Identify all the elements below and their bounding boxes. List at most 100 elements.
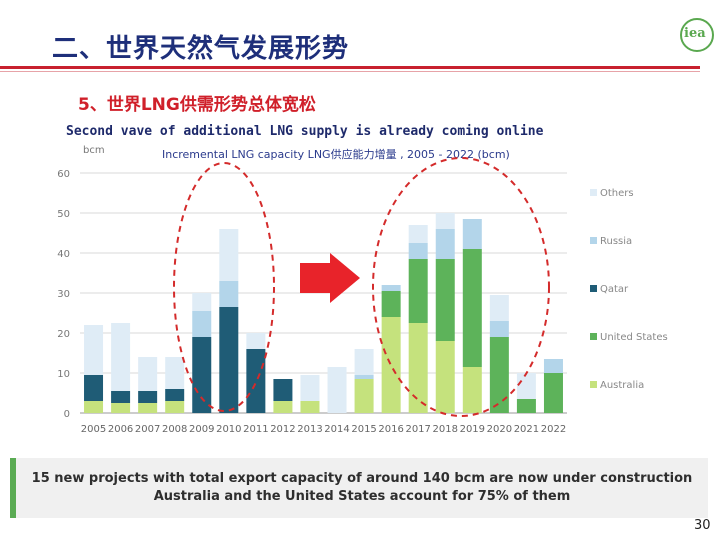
x-tick-label: 2013 xyxy=(297,424,322,435)
bar-segment xyxy=(489,295,509,321)
iea-logo: iea xyxy=(680,18,714,52)
footer-line-2: Australia and the United States account … xyxy=(153,489,571,504)
y-tick-label: 10 xyxy=(57,369,70,380)
bar-segment xyxy=(327,367,347,413)
footer-summary-box: 15 new projects with total export capaci… xyxy=(10,458,708,518)
second-wave-ellipse xyxy=(372,157,550,417)
title-underline-thin xyxy=(0,71,700,72)
x-tick-label: 2022 xyxy=(541,424,566,435)
bar-segment xyxy=(516,373,536,399)
legend-swatch xyxy=(590,189,597,196)
bar-segment xyxy=(165,389,185,401)
legend-swatch xyxy=(590,285,597,292)
x-tick-label: 2007 xyxy=(135,424,160,435)
x-tick-label: 2018 xyxy=(433,424,458,435)
y-axis-unit: bcm xyxy=(83,145,105,156)
y-tick-label: 40 xyxy=(57,249,70,260)
arrow-icon xyxy=(300,253,360,303)
legend-label: Russia xyxy=(600,236,632,247)
bar-segment xyxy=(489,321,509,337)
bar-segment xyxy=(489,337,509,413)
bar-segment xyxy=(381,291,401,317)
x-tick-label: 2011 xyxy=(243,424,268,435)
bar-segment xyxy=(354,349,374,375)
y-tick-label: 30 xyxy=(57,289,70,300)
bar-segment xyxy=(138,403,158,413)
bar-segment xyxy=(435,259,455,341)
bar-segment xyxy=(273,401,293,413)
bar-segment xyxy=(543,359,563,373)
bar-segment xyxy=(381,285,401,291)
section-subtitle: 5、世界LNG供需形势总体宽松 xyxy=(78,95,316,115)
x-tick-label: 2021 xyxy=(514,424,539,435)
bar-segment xyxy=(192,293,212,311)
bar-segment xyxy=(84,401,104,413)
bar-segment xyxy=(246,333,266,349)
x-tick-label: 2009 xyxy=(189,424,214,435)
bar-segment xyxy=(408,323,428,413)
legend-swatch xyxy=(590,381,597,388)
bar-segment xyxy=(300,375,320,401)
legend-swatch xyxy=(590,333,597,340)
page-number: 30 xyxy=(694,518,711,533)
bar-segment xyxy=(219,229,239,281)
bar-segment xyxy=(165,401,185,413)
x-tick-label: 2019 xyxy=(460,424,485,435)
bar-segment xyxy=(435,341,455,413)
bar-segment xyxy=(462,367,482,413)
y-tick-label: 0 xyxy=(64,409,70,420)
bar-segment xyxy=(435,213,455,229)
bar-segment xyxy=(408,243,428,259)
bar-segment xyxy=(246,349,266,413)
x-tick-label: 2006 xyxy=(108,424,133,435)
y-tick-label: 60 xyxy=(57,169,70,180)
english-headline: Second vave of additional LNG supply is … xyxy=(66,124,544,139)
bar-segment xyxy=(138,391,158,403)
bar-segment xyxy=(354,375,374,379)
bar-segment xyxy=(300,401,320,413)
x-tick-label: 2005 xyxy=(81,424,106,435)
legend-label: Qatar xyxy=(600,284,629,295)
x-tick-label: 2020 xyxy=(487,424,512,435)
bar-segment xyxy=(516,399,536,413)
x-tick-label: 2017 xyxy=(405,424,430,435)
bar-segment xyxy=(435,229,455,259)
y-tick-label: 20 xyxy=(57,329,70,340)
bar-segment xyxy=(138,357,158,391)
chart-title: Incremental LNG capacity LNG供应能力增量 , 200… xyxy=(162,148,510,161)
x-tick-label: 2012 xyxy=(270,424,295,435)
bar-segment xyxy=(408,259,428,323)
legend-label: Others xyxy=(600,188,634,199)
x-tick-label: 2016 xyxy=(378,424,403,435)
bar-segment xyxy=(462,219,482,249)
title-underline xyxy=(0,66,700,69)
x-tick-label: 2010 xyxy=(216,424,241,435)
bar-segment xyxy=(111,323,131,391)
bar-segment xyxy=(273,379,293,401)
x-tick-label: 2014 xyxy=(324,424,349,435)
bar-segment xyxy=(192,337,212,413)
bar-segment xyxy=(111,403,131,413)
x-tick-label: 2015 xyxy=(351,424,376,435)
bar-segment xyxy=(408,225,428,243)
logo-text: iea xyxy=(684,26,706,41)
footer-line-1: 15 new projects with total export capaci… xyxy=(31,471,693,486)
y-tick-label: 50 xyxy=(57,209,70,220)
bar-segment xyxy=(462,249,482,367)
x-tick-label: 2008 xyxy=(162,424,187,435)
bar-segment xyxy=(543,373,563,413)
bar-segment xyxy=(84,325,104,375)
bar-segment xyxy=(381,317,401,413)
bar-segment xyxy=(219,281,239,307)
legend-label: Australia xyxy=(600,380,644,391)
bar-segment xyxy=(111,391,131,403)
bar-segment xyxy=(354,379,374,413)
bar-segment xyxy=(192,311,212,337)
bar-segment xyxy=(219,307,239,413)
slide-title: 二、世界天然气发展形势 xyxy=(52,34,350,64)
legend-swatch xyxy=(590,237,597,244)
legend-label: United States xyxy=(600,332,668,343)
bar-segment xyxy=(165,357,185,389)
bar-segment xyxy=(84,375,104,401)
